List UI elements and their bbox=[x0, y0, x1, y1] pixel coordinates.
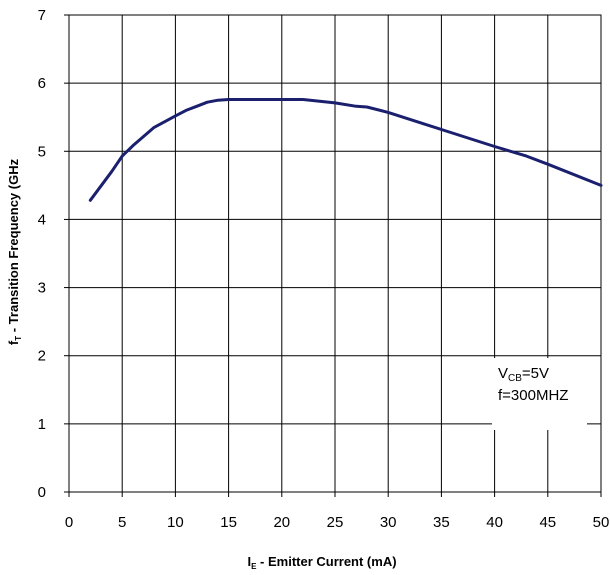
x-tick-label: 25 bbox=[327, 514, 344, 531]
annotation-text: f=300MHZ bbox=[498, 387, 568, 404]
y-tick-label: 2 bbox=[38, 348, 46, 365]
x-axis-title-subscript: E bbox=[251, 562, 257, 571]
annotation-rest: =5V bbox=[522, 365, 549, 382]
y-axis-title-rest: - Transition Frequency (GHz bbox=[6, 158, 21, 335]
y-tick-label: 1 bbox=[38, 416, 46, 433]
x-tick-label: 0 bbox=[65, 514, 73, 531]
y-tick-label: 7 bbox=[38, 7, 46, 24]
x-tick-label: 50 bbox=[593, 514, 610, 531]
x-tick-label: 45 bbox=[539, 514, 556, 531]
annotation-text: V bbox=[498, 365, 508, 382]
x-axis-title-rest: - Emitter Current (mA) bbox=[256, 554, 396, 569]
y-tick-label: 5 bbox=[38, 143, 46, 160]
x-tick-label: 5 bbox=[118, 514, 126, 531]
x-tick-label: 15 bbox=[220, 514, 237, 531]
y-tick-label: 3 bbox=[38, 280, 46, 297]
series-line bbox=[88, 98, 603, 202]
plot-frame bbox=[64, 14, 602, 497]
x-tick-labels: 0 5 10 15 20 25 30 35 40 45 50 bbox=[65, 514, 610, 531]
x-tick-label: 10 bbox=[167, 514, 184, 531]
x-tick-label: 40 bbox=[486, 514, 503, 531]
series-group bbox=[88, 98, 603, 202]
annotation-line: VCB=5V bbox=[498, 365, 549, 384]
y-axis-title-main: f bbox=[6, 340, 21, 345]
annotation-box bbox=[492, 358, 587, 430]
annotation-line: f=300MHZ bbox=[498, 387, 568, 404]
y-tick-labels: 0 1 2 3 4 5 6 7 bbox=[38, 7, 46, 501]
y-axis-title: fT - Transition Frequency (GHz bbox=[6, 158, 23, 345]
x-tick-label: 20 bbox=[273, 514, 290, 531]
y-tick-label: 4 bbox=[38, 211, 46, 228]
x-tick-label: 35 bbox=[433, 514, 450, 531]
x-axis-title-main: I bbox=[247, 554, 251, 569]
y-axis-title-subscript: T bbox=[14, 336, 23, 341]
x-axis-title: IE - Emitter Current (mA) bbox=[247, 554, 396, 571]
x-tick-label: 30 bbox=[380, 514, 397, 531]
y-tick-label: 0 bbox=[38, 484, 46, 501]
annotation: VCB=5V f=300MHZ bbox=[498, 365, 568, 404]
y-tick-label: 6 bbox=[38, 75, 46, 92]
annotation-subscript: CB bbox=[508, 373, 522, 384]
